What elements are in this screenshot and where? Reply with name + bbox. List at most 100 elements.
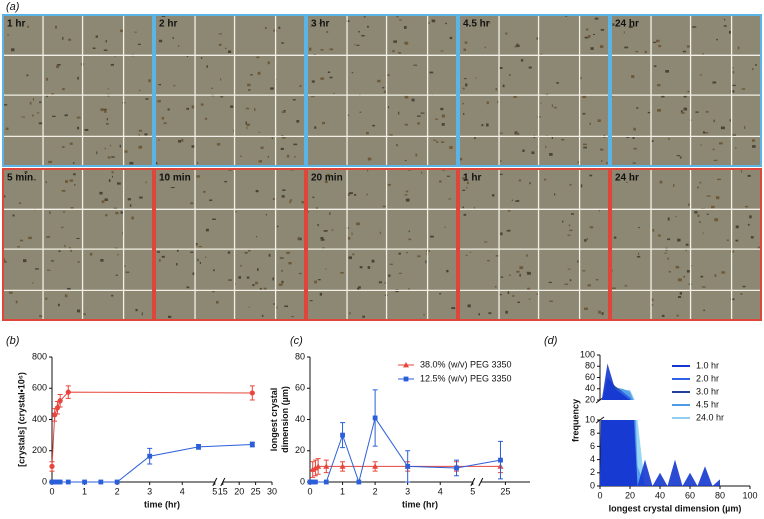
crystal xyxy=(227,251,231,254)
y-tick-label: 10 xyxy=(585,414,595,424)
x-tick-label: 40 xyxy=(655,490,665,500)
crystal xyxy=(685,243,689,246)
crystal xyxy=(735,225,739,229)
crystal xyxy=(320,49,324,51)
crystal xyxy=(51,93,55,95)
crystal xyxy=(582,270,586,272)
crystal xyxy=(735,239,739,242)
x-tick-label: 3 xyxy=(147,486,152,496)
crystal xyxy=(70,249,73,252)
micrograph-border xyxy=(306,168,458,321)
crystal xyxy=(396,14,399,18)
crystal xyxy=(163,122,167,125)
crystal xyxy=(408,230,410,233)
crystal xyxy=(134,31,137,33)
crystal xyxy=(730,298,735,301)
crystal xyxy=(47,269,51,271)
point xyxy=(307,479,313,485)
crystal xyxy=(109,144,112,147)
crystal xyxy=(624,46,629,49)
crystal xyxy=(589,122,591,125)
crystal xyxy=(439,180,442,183)
micrograph-border xyxy=(154,14,306,167)
crystal xyxy=(67,287,71,290)
y-tick-label: 800 xyxy=(32,351,47,361)
crystal xyxy=(144,133,148,136)
crystal xyxy=(204,117,208,120)
crystal xyxy=(211,218,216,220)
crystal xyxy=(664,252,667,254)
crystal xyxy=(512,294,515,297)
crystal xyxy=(612,23,615,26)
crystal xyxy=(362,315,365,318)
crystal xyxy=(675,215,677,218)
crystal xyxy=(668,271,671,273)
crystal xyxy=(57,63,61,66)
series-line xyxy=(52,444,253,483)
crystal xyxy=(440,50,444,52)
crystal xyxy=(7,34,9,36)
crystal xyxy=(3,260,7,263)
crystal xyxy=(35,268,39,270)
crystal xyxy=(283,109,286,112)
crystal xyxy=(220,78,222,81)
crystal xyxy=(310,96,315,98)
point xyxy=(372,415,378,421)
crystal xyxy=(644,50,647,54)
y-axis-label: frequency xyxy=(570,399,580,442)
crystal xyxy=(463,113,465,115)
point xyxy=(454,465,459,471)
point xyxy=(249,442,255,447)
crystal xyxy=(517,301,520,304)
micrograph-bg xyxy=(306,168,458,321)
x-tick-label: 100 xyxy=(742,490,757,500)
crystal xyxy=(228,279,232,281)
crystal xyxy=(340,271,344,274)
crystal xyxy=(372,124,376,127)
crystal xyxy=(652,41,657,44)
crystal xyxy=(466,186,468,189)
crystal xyxy=(197,258,199,262)
crystal xyxy=(553,193,556,196)
crystal xyxy=(76,126,80,130)
legend-label: 2.0 hr xyxy=(696,373,719,383)
crystal xyxy=(156,251,160,253)
crystal xyxy=(291,315,295,318)
crystal xyxy=(161,255,165,258)
y-tick-label: 100 xyxy=(580,349,595,359)
crystal xyxy=(52,115,56,117)
crystal xyxy=(507,291,510,295)
crystal xyxy=(653,65,657,67)
crystal xyxy=(246,276,250,279)
crystal xyxy=(107,156,111,159)
crystal xyxy=(675,265,680,269)
crystal xyxy=(89,252,93,256)
crystal xyxy=(713,159,718,162)
crystal xyxy=(631,178,633,181)
legend-label: 38.0% (w/v) PEG 3350 xyxy=(420,359,512,369)
crystal xyxy=(366,25,369,28)
crystal xyxy=(580,184,583,188)
crystal xyxy=(545,145,547,149)
crystal xyxy=(213,269,215,272)
crystal xyxy=(732,70,735,74)
micrograph-border xyxy=(458,14,610,167)
crystal xyxy=(650,298,654,302)
crystal xyxy=(211,290,215,293)
crystal xyxy=(247,83,251,87)
crystal xyxy=(347,236,351,240)
x-tick-label: 5 xyxy=(470,486,475,496)
crystal xyxy=(357,287,360,291)
x-axis-label: time (hr) xyxy=(144,499,180,509)
crystal xyxy=(172,37,174,40)
crystal xyxy=(216,300,219,304)
point xyxy=(372,463,379,469)
crystal xyxy=(569,229,573,232)
crystal xyxy=(279,257,284,259)
crystal xyxy=(354,44,356,46)
crystal xyxy=(3,195,6,198)
crystal xyxy=(272,277,274,281)
crystal xyxy=(260,146,264,149)
x-axis-label: time (hr) xyxy=(402,499,438,509)
crystal xyxy=(448,198,451,200)
